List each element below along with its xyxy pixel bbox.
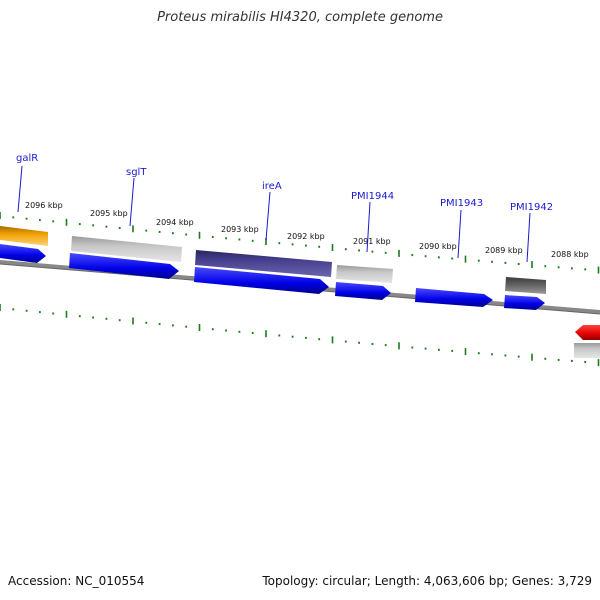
cds-arrow[interactable]	[335, 282, 391, 300]
scale-ruler-lower	[0, 304, 600, 367]
cds-arrow-reverse[interactable]	[575, 325, 600, 340]
gene-leader-line	[366, 201, 371, 253]
scale-label: 2096 kbp	[25, 201, 63, 210]
gene-label-PMI1943[interactable]: PMI1943	[440, 198, 483, 209]
gene-feature-grey[interactable]	[574, 343, 600, 358]
gene-feature-grey[interactable]	[336, 265, 393, 283]
cds-arrow[interactable]	[69, 253, 179, 279]
gene-leader-line	[129, 177, 135, 227]
accession-label: Accession: NC_010554	[8, 574, 145, 588]
scale-label: 2094 kbp	[156, 218, 194, 227]
gene-feature-dark[interactable]	[505, 277, 546, 294]
cds-arrow[interactable]	[194, 267, 329, 294]
gene-feature-grey[interactable]	[71, 236, 182, 262]
genome-summary: Topology: circular; Length: 4,063,606 bp…	[262, 574, 592, 588]
cds-arrow[interactable]	[0, 244, 46, 263]
scale-label: 2090 kbp	[419, 242, 457, 251]
gene-leader-line	[526, 212, 531, 263]
gene-leader-line	[457, 209, 462, 259]
gene-label-PMI1942[interactable]: PMI1942	[510, 202, 553, 213]
scale-label: 2089 kbp	[485, 246, 523, 255]
map-title: Proteus mirabilis HI4320, complete genom…	[157, 10, 443, 25]
scale-label: 2088 kbp	[551, 250, 589, 259]
cds-arrow[interactable]	[415, 288, 493, 307]
scale-label: 2095 kbp	[90, 209, 128, 218]
gene-feature-purple[interactable]	[195, 250, 332, 277]
gene-label-galR[interactable]: galR	[16, 153, 38, 164]
scale-label: 2091 kbp	[353, 237, 391, 246]
gene-leader-line	[265, 191, 271, 241]
gene-label-ireA[interactable]: ireA	[262, 181, 282, 192]
gene-feature-orange[interactable]	[0, 226, 48, 246]
gene-label-PMI1944[interactable]: PMI1944	[351, 191, 394, 202]
gene-leader-line	[17, 165, 23, 213]
scale-label: 2093 kbp	[221, 225, 259, 234]
scale-label: 2092 kbp	[287, 232, 325, 241]
gene-label-sglT[interactable]: sglT	[126, 167, 147, 178]
cds-arrow[interactable]	[504, 295, 545, 310]
